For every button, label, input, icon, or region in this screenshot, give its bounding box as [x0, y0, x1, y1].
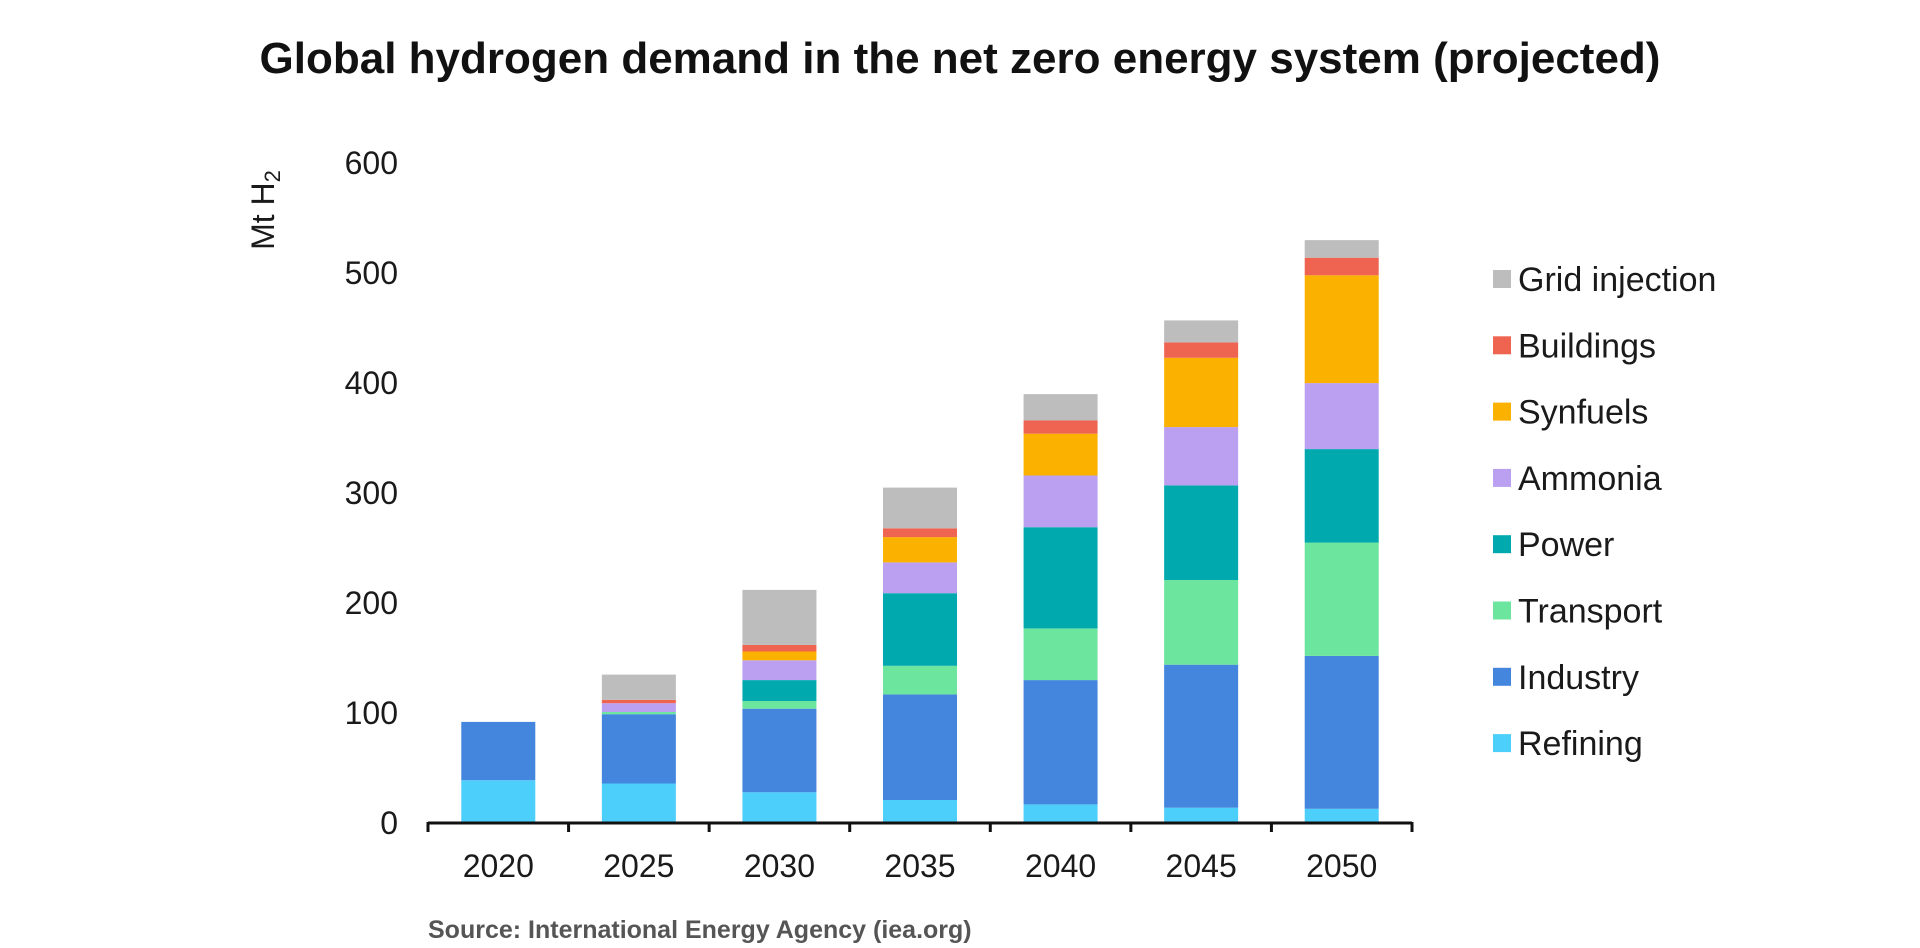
bar-segment-ammonia-2035 [883, 562, 957, 594]
bar-segment-industry-2050 [1304, 655, 1379, 809]
bar-segment-ammonia-2025 [601, 703, 676, 712]
bar-stack-2020 [461, 721, 536, 822]
legend-label-power: Power [1518, 526, 1614, 564]
bar-segment-refining-2045 [1164, 807, 1239, 822]
legend-label-ammonia: Ammonia [1518, 460, 1662, 498]
chart-title: Global hydrogen demand in the net zero e… [260, 34, 1661, 83]
x-tick-label-2020: 2020 [463, 848, 534, 884]
bar-segment-transport-2030 [742, 701, 817, 709]
legend-label-industry: Industry [1518, 659, 1639, 697]
bar-segment-synfuels-2045 [1164, 357, 1239, 428]
legend-label-transport: Transport [1518, 593, 1663, 631]
bar-segment-grid-injection-2045 [1164, 320, 1239, 343]
bar-segment-grid-injection-2040 [1023, 394, 1098, 421]
bar-segment-transport-2050 [1304, 542, 1379, 656]
legend-swatch-transport [1493, 601, 1511, 620]
legend-label-refining: Refining [1518, 725, 1643, 763]
bar-segment-ammonia-2040 [1023, 475, 1098, 528]
bar-segment-industry-2040 [1023, 680, 1098, 805]
legend: Grid injection Buildings Synfuels Ammonia Po… [1493, 261, 1716, 763]
bar-stack-2050 [1304, 240, 1379, 822]
x-tick-label-2040: 2040 [1025, 848, 1096, 884]
bar-segment-industry-2025 [601, 714, 676, 784]
bar-segment-synfuels-2040 [1023, 433, 1098, 476]
bar-segment-synfuels-2035 [883, 537, 957, 563]
bar-segment-industry-2020 [461, 721, 536, 781]
bar-segment-grid-injection-2025 [601, 674, 676, 700]
bar-segment-buildings-2030 [742, 644, 817, 652]
bar-segment-grid-injection-2050 [1304, 240, 1379, 258]
bar-segment-industry-2030 [742, 708, 817, 793]
bar-segment-ammonia-2045 [1164, 427, 1239, 486]
y-tick-label-500: 500 [345, 255, 398, 291]
bar-segment-buildings-2040 [1023, 420, 1098, 434]
bar-segment-ammonia-2050 [1304, 383, 1379, 450]
legend-swatch-power [1493, 535, 1511, 554]
bar-segment-refining-2030 [742, 792, 817, 822]
bar-stack-2040 [1023, 394, 1098, 822]
bar-segment-transport-2025 [601, 712, 676, 715]
y-tick-label-300: 300 [345, 475, 398, 511]
bar-stack-2025 [601, 674, 676, 822]
source-note: Source: International Energy Agency (iea… [428, 916, 972, 944]
bar-segment-power-2030 [742, 680, 817, 701]
bar-segment-refining-2035 [883, 800, 957, 822]
legend-swatch-buildings [1493, 336, 1511, 355]
bar-segment-power-2050 [1304, 449, 1379, 543]
bar-segment-refining-2040 [1023, 804, 1098, 822]
y-axis-label: Mt H2 [245, 170, 285, 250]
y-tick-label-0: 0 [380, 805, 398, 841]
bar-segment-transport-2035 [883, 665, 957, 695]
legend-swatch-grid-injection [1493, 270, 1511, 288]
legend-swatch-industry [1493, 667, 1511, 686]
bar-segment-industry-2045 [1164, 664, 1239, 808]
y-axis-label-subscript: 2 [260, 170, 285, 182]
bar-segment-power-2035 [883, 593, 957, 666]
bar-segment-refining-2050 [1304, 808, 1379, 822]
legend-label-synfuels: Synfuels [1518, 394, 1648, 432]
bar-segment-transport-2045 [1164, 580, 1239, 665]
bar-segment-ammonia-2030 [742, 660, 817, 681]
bar-segment-buildings-2035 [883, 528, 957, 538]
bar-stack-2035 [883, 487, 957, 822]
bar-segment-buildings-2050 [1304, 257, 1379, 276]
bars-group [461, 240, 1379, 822]
legend-label-buildings: Buildings [1518, 327, 1656, 365]
bar-segment-buildings-2045 [1164, 342, 1239, 358]
y-tick-label-100: 100 [345, 695, 398, 731]
x-tick-label-2030: 2030 [744, 848, 815, 884]
y-tick-label-400: 400 [345, 365, 398, 401]
bar-segment-refining-2025 [601, 783, 676, 822]
x-tick-label-2045: 2045 [1166, 848, 1237, 884]
legend-swatch-ammonia [1493, 468, 1511, 487]
bar-segment-grid-injection-2030 [742, 589, 817, 645]
legend-swatch-synfuels [1493, 402, 1511, 421]
legend-swatch-refining [1493, 734, 1511, 753]
bar-segment-transport-2040 [1023, 628, 1098, 681]
bar-stack-2030 [742, 589, 817, 822]
y-tick-label-600: 600 [345, 145, 398, 181]
y-tick-label-200: 200 [345, 585, 398, 621]
bar-segment-grid-injection-2035 [883, 487, 957, 529]
bar-segment-synfuels-2030 [742, 651, 817, 661]
bar-segment-refining-2020 [461, 780, 536, 822]
bar-segment-synfuels-2050 [1304, 275, 1379, 384]
legend-label-grid-injection: Grid injection [1518, 261, 1716, 299]
bar-segment-power-2040 [1023, 527, 1098, 629]
bar-segment-buildings-2025 [601, 699, 676, 704]
bar-segment-industry-2035 [883, 694, 957, 800]
x-tick-label-2035: 2035 [884, 848, 955, 884]
x-axis: 2020 2025 2030 2035 2040 2045 2050 [426, 821, 1414, 884]
y-axis-ticks: 0 100 200 300 400 500 600 [345, 145, 398, 841]
bar-stack-2045 [1164, 320, 1239, 822]
x-tick-label-2025: 2025 [603, 848, 674, 884]
y-axis-label-main: Mt H [245, 182, 281, 250]
x-tick-label-2050: 2050 [1306, 848, 1377, 884]
bar-segment-power-2045 [1164, 485, 1239, 580]
